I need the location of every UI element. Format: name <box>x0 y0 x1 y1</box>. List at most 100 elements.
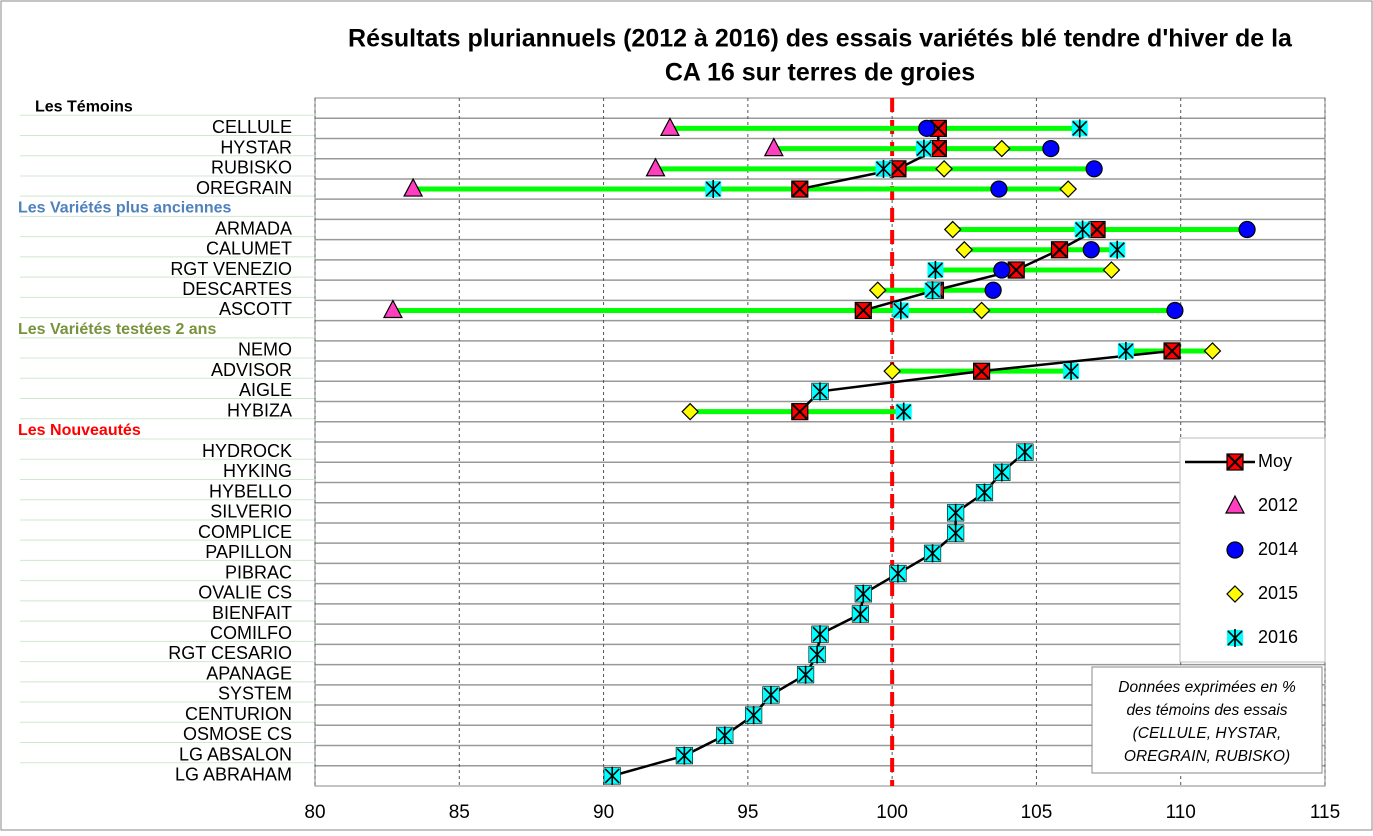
y-tick-label: PIBRAC <box>225 562 292 582</box>
point <box>990 180 1008 198</box>
point <box>1109 240 1126 259</box>
y-tick-label: NEMO <box>238 340 292 360</box>
point <box>604 766 621 785</box>
point <box>745 706 762 725</box>
point <box>1166 301 1184 320</box>
y-tick-label: SYSTEM <box>218 684 292 704</box>
point <box>972 301 991 320</box>
x-tick-label: 110 <box>1166 802 1196 823</box>
point-cross <box>930 140 947 157</box>
y-tick-label: HYBELLO <box>209 481 292 501</box>
point <box>929 139 947 158</box>
legend-marker <box>1226 585 1244 603</box>
point-cross <box>855 302 871 319</box>
point-asterisk <box>1017 443 1033 462</box>
point-cross <box>1051 242 1068 258</box>
point-asterisk <box>1118 341 1134 360</box>
y-tick-label: CELLULE <box>212 117 292 137</box>
point-asterisk <box>798 665 814 684</box>
point <box>918 119 936 137</box>
point <box>915 139 932 158</box>
y-tick-label: COMILFO <box>210 623 292 643</box>
y-tick-label: OSMOSE CS <box>183 724 292 744</box>
point <box>1063 362 1080 381</box>
x-tick-label: 85 <box>449 802 470 823</box>
point <box>809 645 826 664</box>
point <box>659 117 680 136</box>
point <box>855 584 872 603</box>
point <box>1085 160 1103 178</box>
y-tick-label: APANAGE <box>206 663 292 683</box>
x-tick-label: 95 <box>737 802 758 823</box>
point <box>943 220 962 239</box>
y-tick-label: RGT CESARIO <box>168 643 292 663</box>
legend-label: 2014 <box>1258 539 1298 559</box>
point-asterisk <box>746 706 762 725</box>
point <box>762 685 779 704</box>
point-cross <box>1089 221 1105 238</box>
x-tick-label: 100 <box>876 802 908 823</box>
point <box>895 402 912 421</box>
point-asterisk <box>1075 220 1091 239</box>
point <box>1102 261 1121 279</box>
x-tick-label: 115 <box>1310 802 1340 823</box>
point <box>992 139 1011 158</box>
point <box>791 403 809 421</box>
point-asterisk <box>1063 362 1079 381</box>
x-tick-label: 80 <box>304 802 325 823</box>
legend-label: 2015 <box>1258 583 1298 603</box>
point-asterisk <box>927 261 943 279</box>
point <box>403 177 424 197</box>
y-tick-label: AIGLE <box>239 380 292 400</box>
note-line: OREGRAIN, RUBISKO) <box>1124 748 1290 765</box>
point-cross <box>1164 343 1180 359</box>
y-tick-label: ASCOTT <box>219 299 292 319</box>
point-cross <box>792 403 808 420</box>
point <box>812 625 828 644</box>
y-tick-label: SILVERIO <box>210 502 292 522</box>
y-tick-label: CALUMET <box>206 239 292 259</box>
group-label: Les Variétés plus anciennes <box>18 200 232 217</box>
point <box>972 362 991 380</box>
point <box>797 665 814 684</box>
point <box>1016 443 1033 462</box>
chart-title: Résultats pluriannuels (2012 à 2016) des… <box>348 25 1293 53</box>
legend-marker-cross <box>1227 454 1243 470</box>
point <box>924 281 941 300</box>
point-asterisk <box>976 483 993 502</box>
y-tick-label: HYSTAR <box>220 137 292 157</box>
point-asterisk <box>604 766 620 785</box>
point-asterisk <box>896 402 912 421</box>
point-asterisk <box>705 180 721 199</box>
point-asterisk <box>948 524 964 543</box>
point-asterisk <box>1072 119 1088 138</box>
point <box>984 281 1002 299</box>
group-label: Les Variétés testées 2 ans <box>18 321 216 338</box>
y-tick-label: ADVISOR <box>211 360 292 380</box>
y-tick-label: HYBIZA <box>227 400 292 420</box>
x-tick-label: 90 <box>593 802 614 823</box>
point <box>976 483 993 502</box>
point <box>889 160 907 178</box>
point <box>1007 261 1025 279</box>
point <box>1117 341 1134 360</box>
point <box>889 564 906 583</box>
point <box>763 137 784 157</box>
y-tick-label: LG ABSALON <box>179 744 292 764</box>
point <box>924 544 941 563</box>
point <box>1238 220 1256 239</box>
point <box>1088 220 1106 239</box>
point <box>875 159 892 178</box>
legend-marker <box>1227 629 1243 647</box>
y-tick-label: CENTURION <box>185 704 292 724</box>
legend-marker-asterisk <box>1227 629 1243 647</box>
point-asterisk <box>763 685 779 704</box>
y-tick-label: ARMADA <box>215 218 292 238</box>
point <box>1071 119 1088 138</box>
point <box>892 301 909 320</box>
point <box>854 301 872 320</box>
y-tick-label: RUBISKO <box>211 158 292 178</box>
legend-label: 2012 <box>1258 495 1298 515</box>
point-asterisk <box>717 726 733 745</box>
point-cross <box>792 181 808 197</box>
